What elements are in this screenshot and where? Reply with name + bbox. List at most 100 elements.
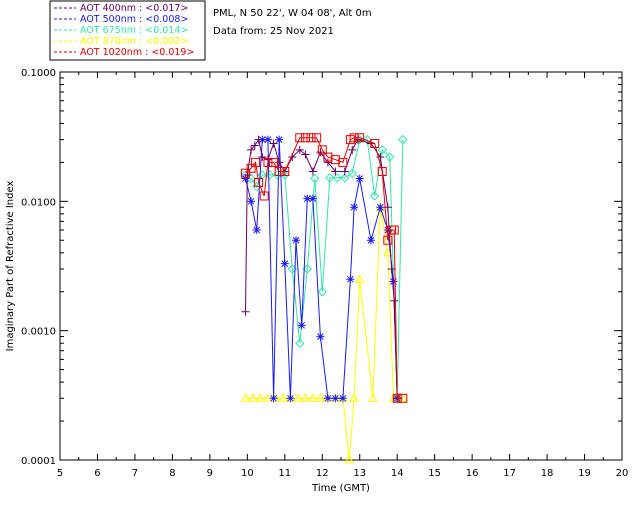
data-point bbox=[254, 135, 263, 144]
data-point bbox=[338, 394, 347, 403]
data-point bbox=[280, 259, 289, 268]
data-point bbox=[286, 394, 295, 403]
data-point bbox=[240, 168, 250, 178]
data-point bbox=[323, 394, 332, 403]
data-point bbox=[295, 338, 305, 348]
plot-frame bbox=[59, 71, 623, 461]
data-point bbox=[278, 393, 288, 402]
data-point bbox=[383, 235, 393, 245]
data-point bbox=[241, 307, 250, 316]
data-point bbox=[325, 173, 335, 183]
x-axis: 5 6 7 8 9 10 11 12 13 14 15 16 17 18 19 20 bbox=[57, 72, 628, 479]
data-point bbox=[275, 135, 284, 144]
data-point bbox=[292, 236, 301, 245]
series-3 bbox=[240, 202, 408, 464]
data-point bbox=[315, 393, 326, 402]
x-tick-label: 10 bbox=[241, 468, 254, 479]
data-point bbox=[338, 157, 348, 167]
data-point bbox=[340, 167, 349, 176]
data-point bbox=[272, 170, 283, 180]
data-point bbox=[377, 167, 387, 177]
y-tick-label: 0.0001 bbox=[21, 456, 56, 467]
x-tick-label: 14 bbox=[391, 468, 404, 479]
data-point bbox=[323, 152, 333, 162]
data-point bbox=[308, 167, 317, 176]
data-point bbox=[259, 191, 269, 201]
data-point bbox=[349, 393, 359, 402]
data-point bbox=[263, 393, 273, 402]
data-point bbox=[332, 173, 342, 183]
series-line bbox=[245, 139, 404, 399]
series-line bbox=[245, 138, 398, 399]
data-point bbox=[247, 145, 256, 154]
x-tick-label: 8 bbox=[169, 468, 175, 479]
data-point bbox=[255, 393, 266, 402]
data-point bbox=[250, 141, 259, 150]
data-point bbox=[297, 321, 306, 330]
x-tick-label: 16 bbox=[466, 468, 479, 479]
data-point bbox=[377, 145, 387, 155]
data-point bbox=[331, 394, 340, 403]
legend-entry: AOT 500nm : <0.008> bbox=[80, 14, 188, 25]
data-point bbox=[317, 287, 327, 297]
x-tick-label: 15 bbox=[428, 468, 441, 479]
data-point bbox=[301, 150, 310, 159]
x-tick-label: 5 bbox=[57, 468, 63, 479]
data-point bbox=[248, 393, 258, 402]
data-point bbox=[376, 203, 385, 212]
data-point bbox=[317, 145, 327, 155]
data-point bbox=[310, 173, 320, 184]
data-point bbox=[346, 275, 355, 284]
data-point bbox=[251, 157, 261, 167]
data-point bbox=[347, 168, 357, 178]
series-line bbox=[245, 207, 403, 461]
legend-entries: AOT 400nm : <0.017>AOT 500nm : <0.008>AO… bbox=[54, 3, 194, 58]
y-tick-label: 0.0010 bbox=[21, 327, 56, 338]
series-line bbox=[245, 137, 403, 399]
x-tick-label: 7 bbox=[132, 468, 138, 479]
data-point bbox=[312, 133, 322, 143]
data-point bbox=[300, 133, 310, 143]
data-point bbox=[370, 191, 380, 201]
data-point bbox=[392, 393, 402, 403]
data-point bbox=[241, 174, 250, 183]
data-point bbox=[390, 296, 399, 305]
data-point bbox=[306, 133, 316, 143]
data-point bbox=[323, 158, 332, 167]
x-tick-label: 17 bbox=[503, 468, 516, 479]
data-point bbox=[295, 133, 305, 143]
legend-entry: AOT 1020nm : <0.019> bbox=[80, 47, 194, 58]
data-point bbox=[389, 225, 399, 235]
x-tick-label: 6 bbox=[94, 468, 100, 479]
y-tick-label: 0.0100 bbox=[21, 197, 56, 208]
data-point bbox=[303, 194, 312, 203]
legend-entry: AOT 675nm : <0.014> bbox=[80, 25, 188, 36]
data-point bbox=[275, 158, 284, 167]
data-point bbox=[389, 277, 398, 286]
data-point bbox=[340, 173, 350, 183]
data-point bbox=[330, 155, 340, 165]
data-point bbox=[316, 148, 325, 157]
data-point bbox=[254, 177, 264, 187]
data-point bbox=[300, 393, 311, 402]
data-point bbox=[331, 167, 340, 176]
data-point bbox=[355, 133, 365, 143]
data-point bbox=[280, 167, 290, 177]
x-tick-label: 11 bbox=[278, 468, 291, 479]
data-point bbox=[269, 394, 278, 403]
x-tick-label: 9 bbox=[207, 468, 213, 479]
legend: AOT 400nm : <0.017>AOT 500nm : <0.008>AO… bbox=[49, 0, 206, 61]
location-text: PML, N 50 22', W 04 08', Alt 0m bbox=[213, 8, 372, 19]
y-axis-label: Imaginary Part of Refractive Index bbox=[5, 181, 16, 352]
data-point bbox=[376, 153, 385, 162]
data-point bbox=[398, 134, 408, 145]
data-point bbox=[370, 139, 380, 149]
data-point bbox=[348, 145, 357, 154]
data-point bbox=[384, 152, 395, 162]
y-axis: 0.0001 0.0010 0.0100 0.1000 bbox=[21, 68, 622, 467]
legend-entry: AOT 870nm : <0.002> bbox=[80, 36, 188, 47]
y-tick-label: 0.1000 bbox=[21, 68, 56, 79]
data-point bbox=[316, 332, 325, 341]
data-point bbox=[366, 236, 375, 245]
